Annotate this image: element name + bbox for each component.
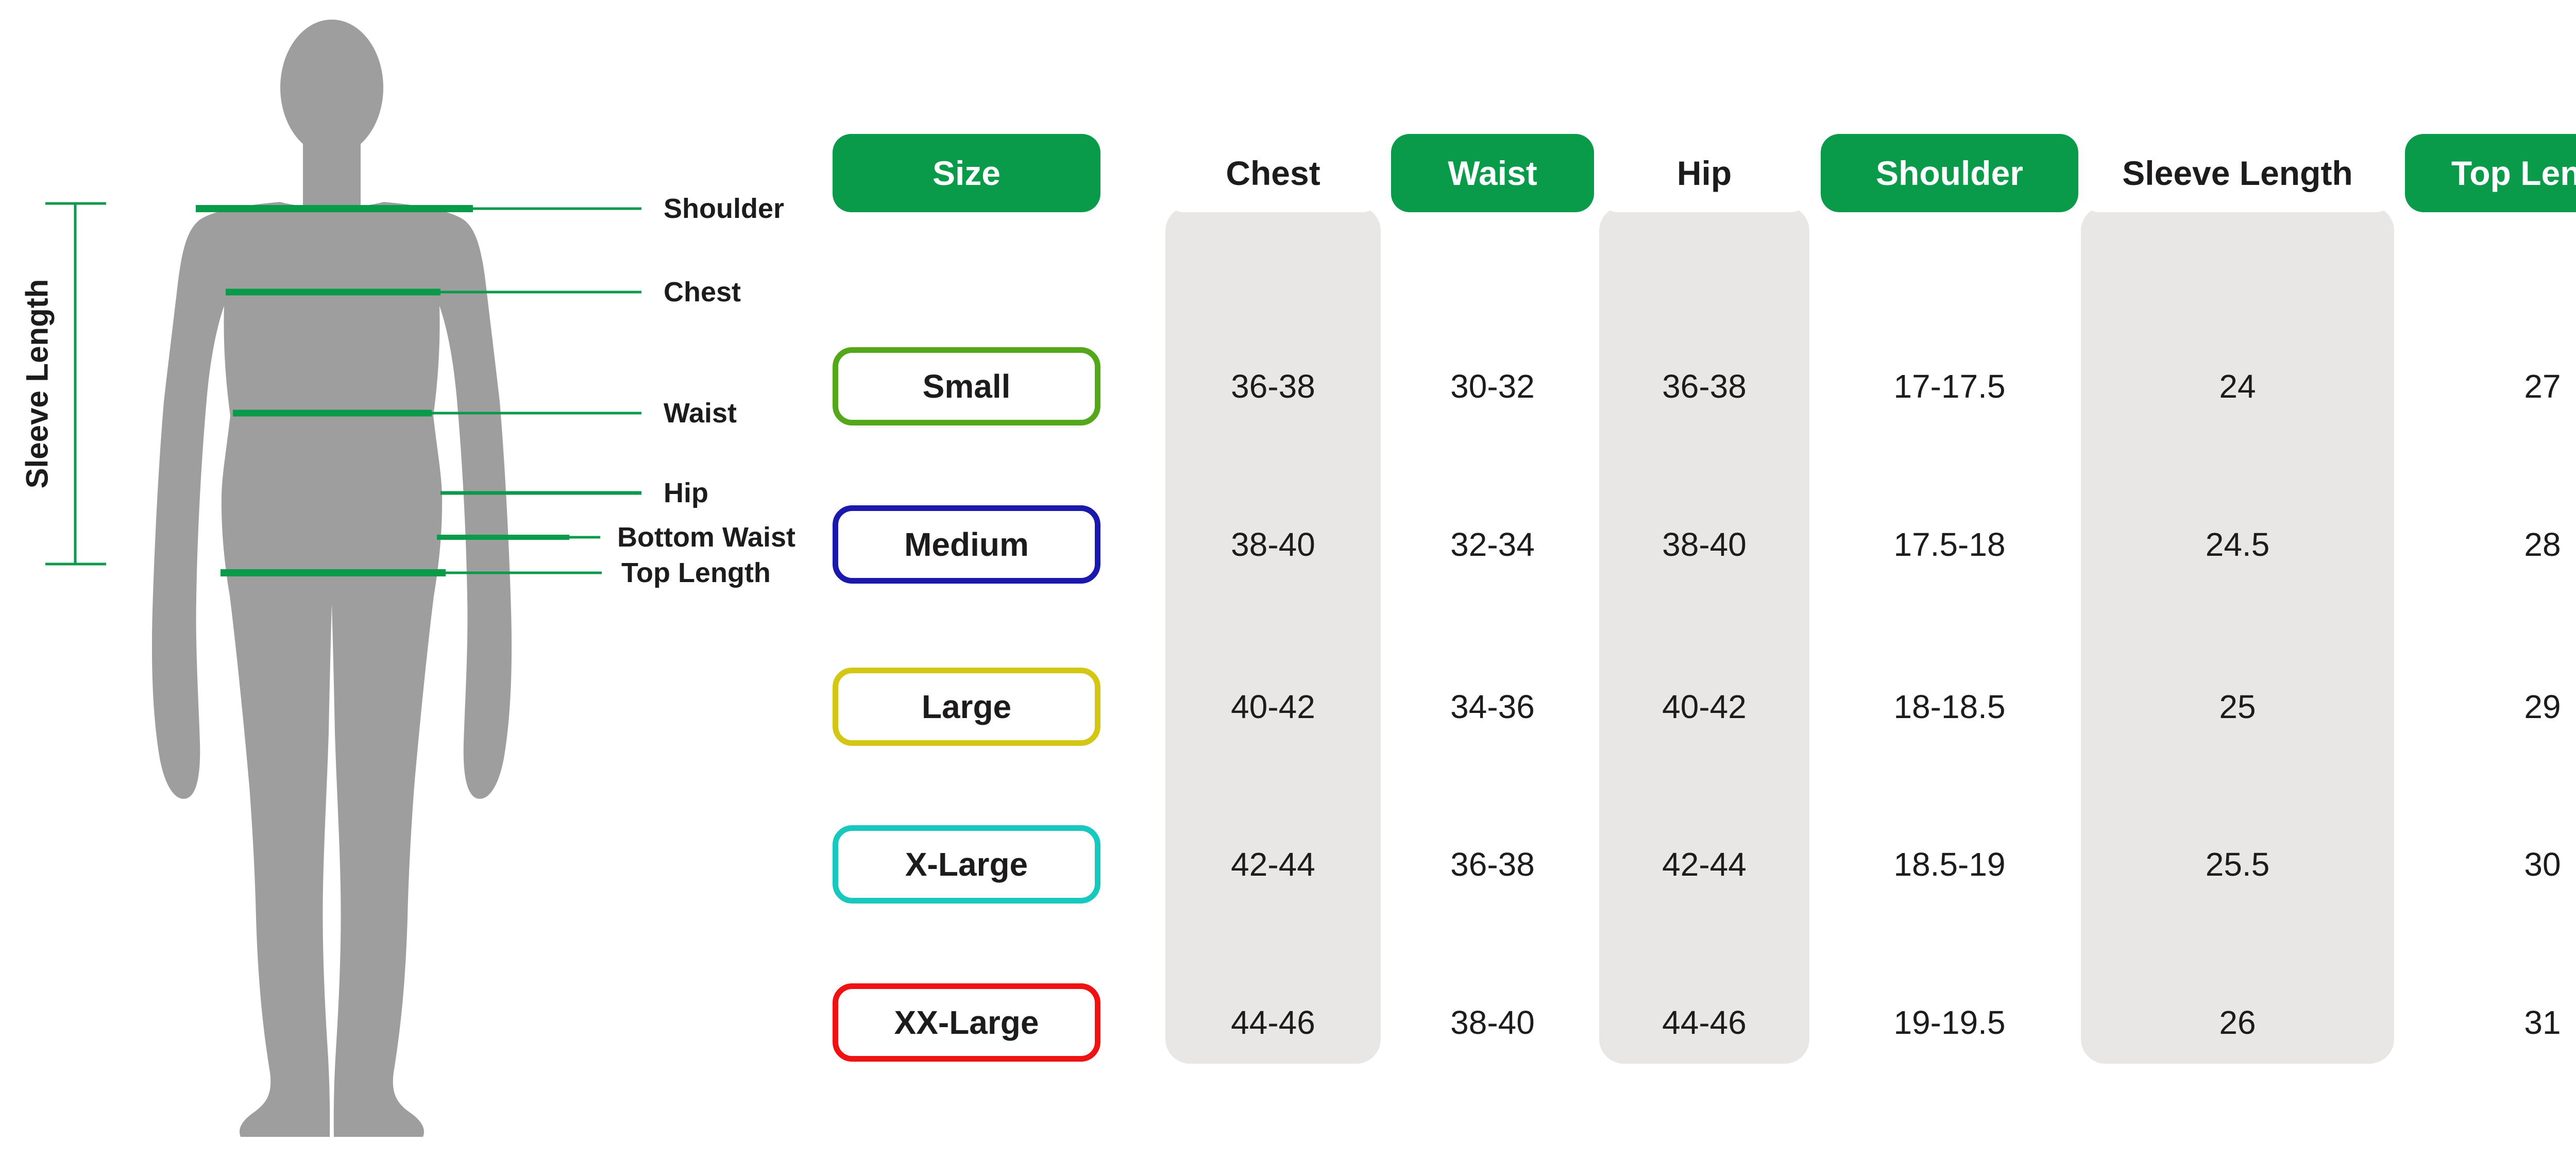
label-hip: Hip (664, 478, 708, 508)
column-shoulder: Shoulder 17-17.5 17.5-18 18-18.5 18.5-19… (1821, 0, 2078, 1159)
hip-value: 38-40 (1662, 526, 1747, 563)
top-length-value: 27 (2524, 368, 2561, 405)
shoulder-value: 18-18.5 (1893, 688, 2006, 725)
shoulder-value: 18.5-19 (1893, 846, 2006, 883)
sleeve-length-value: 25 (2219, 688, 2256, 725)
hip-value: 40-42 (1662, 688, 1747, 725)
column-waist: Waist 30-32 32-34 34-36 36-38 38-40 (1391, 0, 1594, 1159)
label-chest: Chest (664, 277, 741, 308)
sleeve-length-value: 24 (2219, 368, 2256, 405)
sleeve-length-value: 26 (2219, 1004, 2256, 1041)
shoulder-value: 19-19.5 (1893, 1004, 2006, 1041)
chest-value: 44-46 (1231, 1004, 1315, 1041)
body-silhouette-graphic (45, 20, 641, 1137)
label-shoulder: Shoulder (664, 193, 785, 224)
hip-value: 36-38 (1662, 368, 1747, 405)
size-header: Size (833, 134, 1100, 212)
waist-value: 32-34 (1450, 526, 1535, 563)
waist-header: Waist (1391, 134, 1594, 212)
top-length-value: 31 (2524, 1004, 2561, 1041)
label-sleeve-length: Sleeve Length (20, 279, 55, 489)
hip-value: 42-44 (1662, 846, 1747, 883)
top-length-value: 28 (2524, 526, 2561, 563)
chest-value: 38-40 (1231, 526, 1315, 563)
column-chest: Chest 36-38 38-40 40-42 42-44 44-46 (1165, 0, 1381, 1159)
chest-value: 40-42 (1231, 688, 1315, 725)
shoulder-value: 17-17.5 (1893, 368, 2006, 405)
column-chest-background (1165, 206, 1381, 1064)
chest-value: 36-38 (1231, 368, 1315, 405)
waist-value: 38-40 (1450, 1004, 1535, 1041)
column-sleeve-length-background (2081, 206, 2394, 1064)
shoulder-header: Shoulder (1821, 134, 2078, 212)
column-sleeve-length: Sleeve Length 24 24.5 25 25.5 26 (2081, 0, 2394, 1159)
label-top-length: Top Length (621, 557, 771, 588)
sleeve-length-header: Sleeve Length (2081, 134, 2394, 212)
waist-value: 36-38 (1450, 846, 1535, 883)
waist-value: 34-36 (1450, 688, 1535, 725)
shoulder-value: 17.5-18 (1893, 526, 2006, 563)
size-button-large[interactable]: Large (833, 668, 1100, 746)
size-button-x-large[interactable]: X-Large (833, 825, 1100, 904)
sleeve-length-value: 25.5 (2205, 846, 2270, 883)
label-waist: Waist (664, 398, 737, 429)
column-hip-background (1599, 206, 1809, 1064)
human-silhouette (151, 20, 512, 1137)
column-hip: Hip 36-38 38-40 40-42 42-44 44-46 (1599, 0, 1809, 1159)
size-button-xx-large[interactable]: XX-Large (833, 983, 1100, 1062)
sleeve-length-value: 24.5 (2205, 526, 2270, 563)
top-length-header: Top Length (2405, 134, 2576, 212)
chest-value: 42-44 (1231, 846, 1315, 883)
size-button-medium[interactable]: Medium (833, 505, 1100, 584)
top-length-value: 30 (2524, 846, 2561, 883)
column-top-length: Top Length 27 28 29 30 31 (2405, 0, 2576, 1159)
hip-value: 44-46 (1662, 1004, 1747, 1041)
size-button-small[interactable]: Small (833, 347, 1100, 425)
waist-value: 30-32 (1450, 368, 1535, 405)
column-size: Size Small Medium Large X-Large XX-Large (833, 0, 1100, 1159)
hip-header: Hip (1599, 134, 1809, 212)
measurement-lines (45, 202, 641, 576)
chest-header: Chest (1165, 134, 1381, 212)
top-length-value: 29 (2524, 688, 2561, 725)
label-bottom-waist: Bottom Waist (617, 522, 795, 553)
